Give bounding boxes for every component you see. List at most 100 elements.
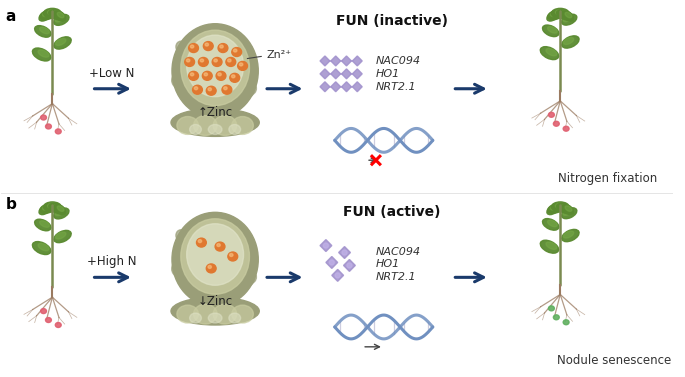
Ellipse shape <box>42 205 51 210</box>
Ellipse shape <box>171 109 259 136</box>
Ellipse shape <box>58 12 64 18</box>
Ellipse shape <box>195 97 210 107</box>
Ellipse shape <box>185 57 195 66</box>
Ellipse shape <box>35 219 51 231</box>
Text: NAC094: NAC094 <box>376 56 421 66</box>
Ellipse shape <box>53 208 69 219</box>
Ellipse shape <box>41 206 47 211</box>
Ellipse shape <box>224 87 227 90</box>
Ellipse shape <box>565 206 572 211</box>
Ellipse shape <box>549 306 554 311</box>
Ellipse shape <box>229 124 240 135</box>
Polygon shape <box>331 82 340 92</box>
Ellipse shape <box>561 205 573 215</box>
Ellipse shape <box>342 250 347 255</box>
Ellipse shape <box>231 90 242 100</box>
Ellipse shape <box>188 44 199 52</box>
Ellipse shape <box>228 252 238 261</box>
Ellipse shape <box>185 88 197 102</box>
Ellipse shape <box>188 71 199 80</box>
Ellipse shape <box>230 74 240 82</box>
Polygon shape <box>338 247 351 259</box>
Ellipse shape <box>193 225 203 236</box>
Ellipse shape <box>547 26 558 33</box>
Ellipse shape <box>216 71 226 80</box>
Ellipse shape <box>181 30 249 106</box>
Ellipse shape <box>217 244 221 247</box>
Ellipse shape <box>227 228 243 236</box>
Text: ↑Zinc: ↑Zinc <box>197 106 233 119</box>
Polygon shape <box>342 69 351 79</box>
Polygon shape <box>342 82 351 92</box>
Ellipse shape <box>222 85 232 94</box>
Ellipse shape <box>40 221 49 227</box>
Ellipse shape <box>214 59 217 62</box>
Ellipse shape <box>212 224 225 233</box>
Ellipse shape <box>53 11 66 21</box>
Ellipse shape <box>171 297 259 325</box>
Ellipse shape <box>55 38 66 46</box>
Ellipse shape <box>54 230 71 243</box>
Text: Nodule senescence: Nodule senescence <box>557 354 671 367</box>
Ellipse shape <box>548 10 564 20</box>
Ellipse shape <box>229 313 240 323</box>
Text: NRT2.1: NRT2.1 <box>376 82 416 92</box>
Ellipse shape <box>232 75 235 78</box>
Ellipse shape <box>219 31 232 44</box>
Ellipse shape <box>32 48 51 61</box>
Ellipse shape <box>234 49 237 52</box>
Ellipse shape <box>540 240 559 253</box>
Ellipse shape <box>44 202 61 212</box>
Ellipse shape <box>232 48 242 57</box>
Polygon shape <box>352 82 362 92</box>
Ellipse shape <box>40 10 56 20</box>
Ellipse shape <box>190 124 201 135</box>
Ellipse shape <box>245 271 256 284</box>
Ellipse shape <box>219 220 232 233</box>
Ellipse shape <box>177 75 190 85</box>
Ellipse shape <box>204 287 219 300</box>
Ellipse shape <box>563 37 574 44</box>
Ellipse shape <box>549 206 556 211</box>
Ellipse shape <box>218 73 221 76</box>
Ellipse shape <box>204 73 208 76</box>
Text: HO1: HO1 <box>376 259 400 270</box>
Ellipse shape <box>187 35 244 97</box>
Ellipse shape <box>47 9 58 15</box>
Ellipse shape <box>218 44 228 52</box>
Text: b: b <box>5 197 16 212</box>
Ellipse shape <box>561 11 573 21</box>
Ellipse shape <box>553 121 559 126</box>
Ellipse shape <box>55 209 64 216</box>
Ellipse shape <box>238 61 247 70</box>
Ellipse shape <box>245 62 257 70</box>
Ellipse shape <box>204 98 219 111</box>
Ellipse shape <box>172 24 258 118</box>
Ellipse shape <box>190 73 194 76</box>
Ellipse shape <box>181 219 249 294</box>
Ellipse shape <box>214 100 232 107</box>
Ellipse shape <box>198 240 201 242</box>
Ellipse shape <box>202 71 212 80</box>
Ellipse shape <box>208 265 212 268</box>
Ellipse shape <box>565 12 572 18</box>
Ellipse shape <box>543 25 559 37</box>
Ellipse shape <box>38 244 49 251</box>
Ellipse shape <box>226 57 236 66</box>
Polygon shape <box>352 69 362 79</box>
Ellipse shape <box>55 129 61 134</box>
Ellipse shape <box>180 236 198 250</box>
Ellipse shape <box>556 9 565 15</box>
Ellipse shape <box>208 313 222 323</box>
Polygon shape <box>331 69 340 79</box>
Ellipse shape <box>241 85 254 97</box>
Ellipse shape <box>551 11 559 17</box>
Ellipse shape <box>225 288 238 299</box>
Ellipse shape <box>40 203 56 213</box>
Ellipse shape <box>49 203 65 213</box>
Polygon shape <box>344 259 356 271</box>
Ellipse shape <box>44 8 61 18</box>
Ellipse shape <box>186 42 197 49</box>
Ellipse shape <box>245 82 256 95</box>
Ellipse shape <box>234 49 247 62</box>
